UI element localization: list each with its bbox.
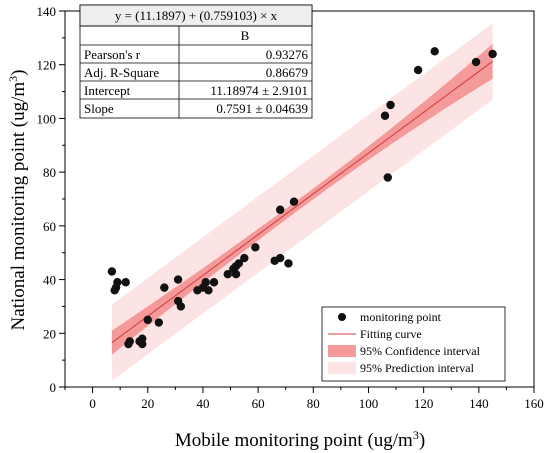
data-point [231,270,241,279]
data-point [240,253,249,263]
x-tick-label: 140 [469,396,489,411]
table-equation: y = (11.1897) + (0.759103) × x [115,8,278,23]
data-point [251,243,260,252]
legend-label: Fitting curve [360,327,422,341]
data-point [289,197,299,206]
data-points-layer [107,47,497,349]
data-point [223,270,232,279]
legend-confidence-swatch [328,345,356,357]
x-axis-title: Mobile monitoring point (ug/m3) [175,428,425,451]
data-point [138,339,147,349]
data-point [154,318,163,327]
table-row-value: 0.7591 ± 0.04639 [216,101,308,116]
data-point [430,47,439,56]
data-point [488,49,497,59]
y-tick-label: 60 [43,219,56,234]
x-axis-ticks: 0 20 40 60 80 100 120 140 160 [64,387,544,411]
data-point [143,315,152,325]
table-row-label: Adj. R-Square [84,65,159,80]
data-point [275,253,285,263]
legend-point-swatch [338,313,346,321]
x-tick-label: 40 [196,396,209,411]
data-point [176,302,186,311]
data-point [413,65,423,75]
table-row-value: 0.93276 [266,47,309,62]
y-tick-label: 40 [43,273,56,288]
table-row-label: Intercept [84,83,131,98]
legend-label: 95% Confidence interval [360,344,481,358]
table-row-label: Slope [84,101,114,116]
table-row-label: Pearson's r [84,47,141,62]
data-point [121,278,130,287]
fitting-curve-layer [111,60,493,344]
y-tick-label: 20 [43,326,56,341]
data-point [471,57,481,67]
x-tick-label: 20 [141,396,154,411]
legend-label: monitoring point [360,310,442,324]
data-point [380,111,390,120]
y-tick-label: 0 [50,380,57,395]
x-tick-label: 120 [414,396,434,411]
y-tick-label: 140 [37,4,57,19]
data-point [113,278,122,287]
table-column-header: B [241,28,250,43]
data-point [209,278,219,287]
table-row-value: 0.86679 [266,65,308,80]
data-point [160,283,169,292]
x-tick-label: 160 [524,396,544,411]
data-point [173,275,183,284]
fitting-curve [111,60,493,344]
data-point [107,267,117,276]
data-point [386,100,395,110]
x-tick-label: 0 [89,396,96,411]
data-point [284,259,293,268]
data-point [275,205,285,214]
data-point [204,286,213,295]
legend-label: 95% Prediction interval [360,361,475,375]
stats-table: y = (11.1897) + (0.759103) × x B Pearson… [79,4,313,119]
legend-prediction-swatch [328,362,356,374]
table-row-value: 11.18974 ± 2.9101 [210,83,308,98]
data-point [234,259,244,268]
data-point [125,337,135,346]
y-tick-label: 100 [37,111,57,126]
confidence-interval-band [111,43,493,355]
data-point [383,173,392,182]
y-axis-ticks: 0 20 40 60 80 100 120 140 [37,4,65,395]
y-tick-label: 80 [43,165,56,180]
x-tick-label: 80 [307,396,320,411]
legend: monitoring point Fitting curve 95% Confi… [321,306,506,382]
x-tick-label: 100 [359,396,379,411]
y-tick-label: 120 [37,58,57,73]
y-axis-title: National monitoring point (ug/m3) [6,70,29,331]
data-point [201,278,210,287]
x-tick-label: 60 [252,396,265,411]
